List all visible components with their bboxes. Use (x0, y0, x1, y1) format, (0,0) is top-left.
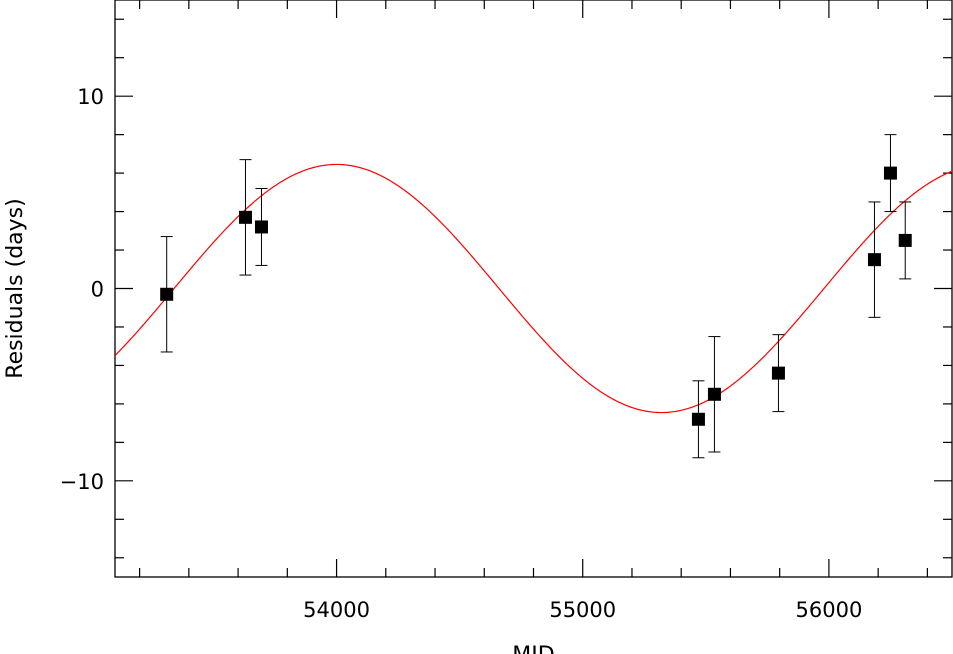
data-point-marker (691, 412, 705, 426)
data-point-marker (883, 166, 897, 180)
x-tick-label: 54000 (303, 598, 370, 622)
y-tick-label: −10 (60, 470, 104, 494)
data-point (883, 134, 897, 213)
data-point (771, 334, 785, 413)
data-point-marker (254, 220, 268, 234)
data-point (238, 159, 252, 276)
data-point (160, 236, 174, 353)
x-axis-title: MJD (512, 643, 554, 654)
data-point-marker (707, 387, 721, 401)
data-point-marker (771, 366, 785, 380)
fit-curve-layer (114, 163, 953, 414)
fit-curve (114, 163, 953, 414)
data-point-marker (867, 253, 881, 267)
y-axis-title: Residuals (days) (3, 198, 28, 378)
y-tick-label: 0 (91, 278, 104, 302)
data-point (898, 201, 912, 280)
data-point (691, 380, 705, 459)
x-tick-label: 55000 (549, 598, 616, 622)
x-tick-label: 56000 (796, 598, 863, 622)
data-point (707, 336, 721, 453)
data-point (254, 187, 268, 266)
y-tick-label: 10 (77, 85, 104, 109)
data-points-layer (160, 134, 912, 459)
data-point-marker (238, 210, 252, 224)
data-point-marker (898, 233, 912, 247)
data-point (867, 201, 881, 318)
data-point-marker (160, 287, 174, 301)
axes: 54000 55000 56000 −10 0 10 (60, 0, 953, 622)
plot-frame (114, 0, 953, 578)
